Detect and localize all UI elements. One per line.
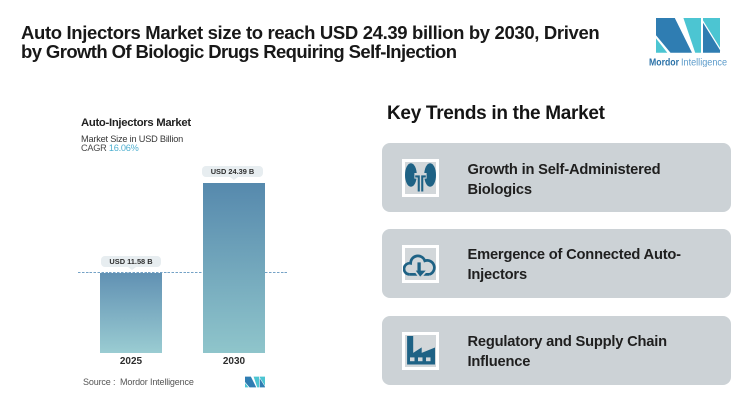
svg-text:Mordor: Mordor [649, 56, 679, 67]
svg-text:Intelligence: Intelligence [681, 56, 727, 67]
